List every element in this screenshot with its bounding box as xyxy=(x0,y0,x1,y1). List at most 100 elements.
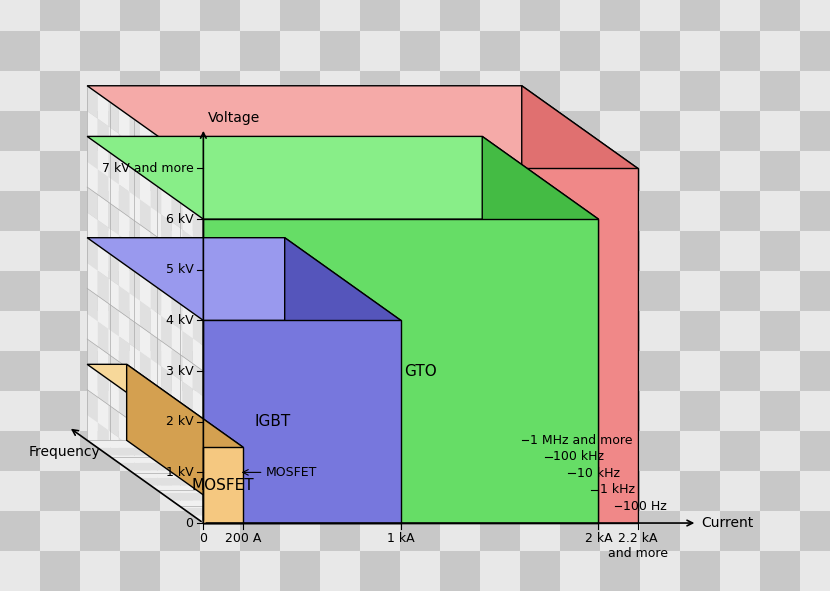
Bar xyxy=(600,191,640,231)
Polygon shape xyxy=(271,515,322,523)
Bar xyxy=(720,391,760,431)
Polygon shape xyxy=(522,86,638,523)
Polygon shape xyxy=(87,86,98,119)
Polygon shape xyxy=(119,412,129,445)
Polygon shape xyxy=(172,424,183,457)
Polygon shape xyxy=(129,319,140,351)
Bar xyxy=(440,71,480,111)
Bar xyxy=(560,551,600,591)
Text: Voltage: Voltage xyxy=(208,111,260,125)
Polygon shape xyxy=(87,212,98,245)
Polygon shape xyxy=(150,384,161,417)
Bar xyxy=(600,351,640,391)
Polygon shape xyxy=(211,501,261,508)
Bar xyxy=(440,231,480,271)
Polygon shape xyxy=(127,364,243,523)
Polygon shape xyxy=(475,463,525,470)
Bar xyxy=(200,311,240,351)
Polygon shape xyxy=(237,463,287,470)
Bar xyxy=(800,511,830,551)
Bar xyxy=(720,511,760,551)
Bar xyxy=(320,311,360,351)
Bar xyxy=(240,271,280,311)
Polygon shape xyxy=(298,478,348,485)
Bar xyxy=(720,111,760,151)
Polygon shape xyxy=(266,455,316,463)
Polygon shape xyxy=(129,217,140,250)
Polygon shape xyxy=(140,427,150,460)
Polygon shape xyxy=(161,215,172,247)
Polygon shape xyxy=(140,478,190,485)
Polygon shape xyxy=(87,137,98,169)
Polygon shape xyxy=(549,515,598,523)
Polygon shape xyxy=(150,460,161,493)
Polygon shape xyxy=(150,410,161,442)
Bar xyxy=(640,111,680,151)
Bar xyxy=(280,511,320,551)
Polygon shape xyxy=(183,306,193,338)
Bar xyxy=(520,271,560,311)
Polygon shape xyxy=(161,493,211,501)
Bar xyxy=(40,231,80,271)
Bar xyxy=(320,111,360,151)
Bar xyxy=(160,471,200,511)
Polygon shape xyxy=(172,222,183,255)
Bar xyxy=(600,471,640,511)
Polygon shape xyxy=(98,245,108,278)
Bar xyxy=(360,231,400,271)
Bar xyxy=(360,0,400,31)
Polygon shape xyxy=(161,366,172,399)
Bar xyxy=(280,391,320,431)
Bar xyxy=(760,191,800,231)
Bar xyxy=(600,31,640,71)
Polygon shape xyxy=(108,405,119,437)
Bar xyxy=(0,31,40,71)
Bar xyxy=(440,351,480,391)
Bar xyxy=(440,151,480,191)
Bar xyxy=(600,0,640,31)
Text: 200 A: 200 A xyxy=(225,532,261,545)
Polygon shape xyxy=(140,326,150,359)
Bar xyxy=(0,351,40,391)
Text: 10 kHz: 10 kHz xyxy=(577,467,619,480)
Polygon shape xyxy=(419,508,469,515)
Polygon shape xyxy=(493,448,543,455)
Polygon shape xyxy=(442,440,493,448)
Polygon shape xyxy=(183,154,193,186)
Bar xyxy=(560,311,600,351)
Polygon shape xyxy=(183,483,193,515)
Bar xyxy=(560,71,600,111)
Polygon shape xyxy=(300,508,351,515)
Bar xyxy=(600,231,640,271)
Bar xyxy=(400,111,440,151)
Polygon shape xyxy=(108,303,119,336)
Bar xyxy=(800,31,830,71)
Polygon shape xyxy=(193,440,203,472)
Text: GTO: GTO xyxy=(404,363,437,379)
Bar xyxy=(480,391,520,431)
Bar xyxy=(800,471,830,511)
Polygon shape xyxy=(169,470,219,478)
Polygon shape xyxy=(459,508,509,515)
Polygon shape xyxy=(193,465,203,498)
Polygon shape xyxy=(140,453,150,485)
Bar xyxy=(720,551,760,591)
Bar xyxy=(120,31,160,71)
Polygon shape xyxy=(119,311,129,344)
Polygon shape xyxy=(285,440,334,448)
Polygon shape xyxy=(464,455,514,463)
Bar xyxy=(680,431,720,471)
Bar xyxy=(480,431,520,471)
Bar xyxy=(400,351,440,391)
Polygon shape xyxy=(203,320,401,523)
Bar xyxy=(120,271,160,311)
Bar xyxy=(240,111,280,151)
Polygon shape xyxy=(129,242,140,275)
Bar xyxy=(80,31,120,71)
Bar xyxy=(720,0,760,31)
Polygon shape xyxy=(108,354,119,387)
Text: 2.2 kA
and more: 2.2 kA and more xyxy=(608,532,668,560)
Bar xyxy=(640,511,680,551)
Polygon shape xyxy=(150,359,161,392)
Polygon shape xyxy=(356,463,406,470)
